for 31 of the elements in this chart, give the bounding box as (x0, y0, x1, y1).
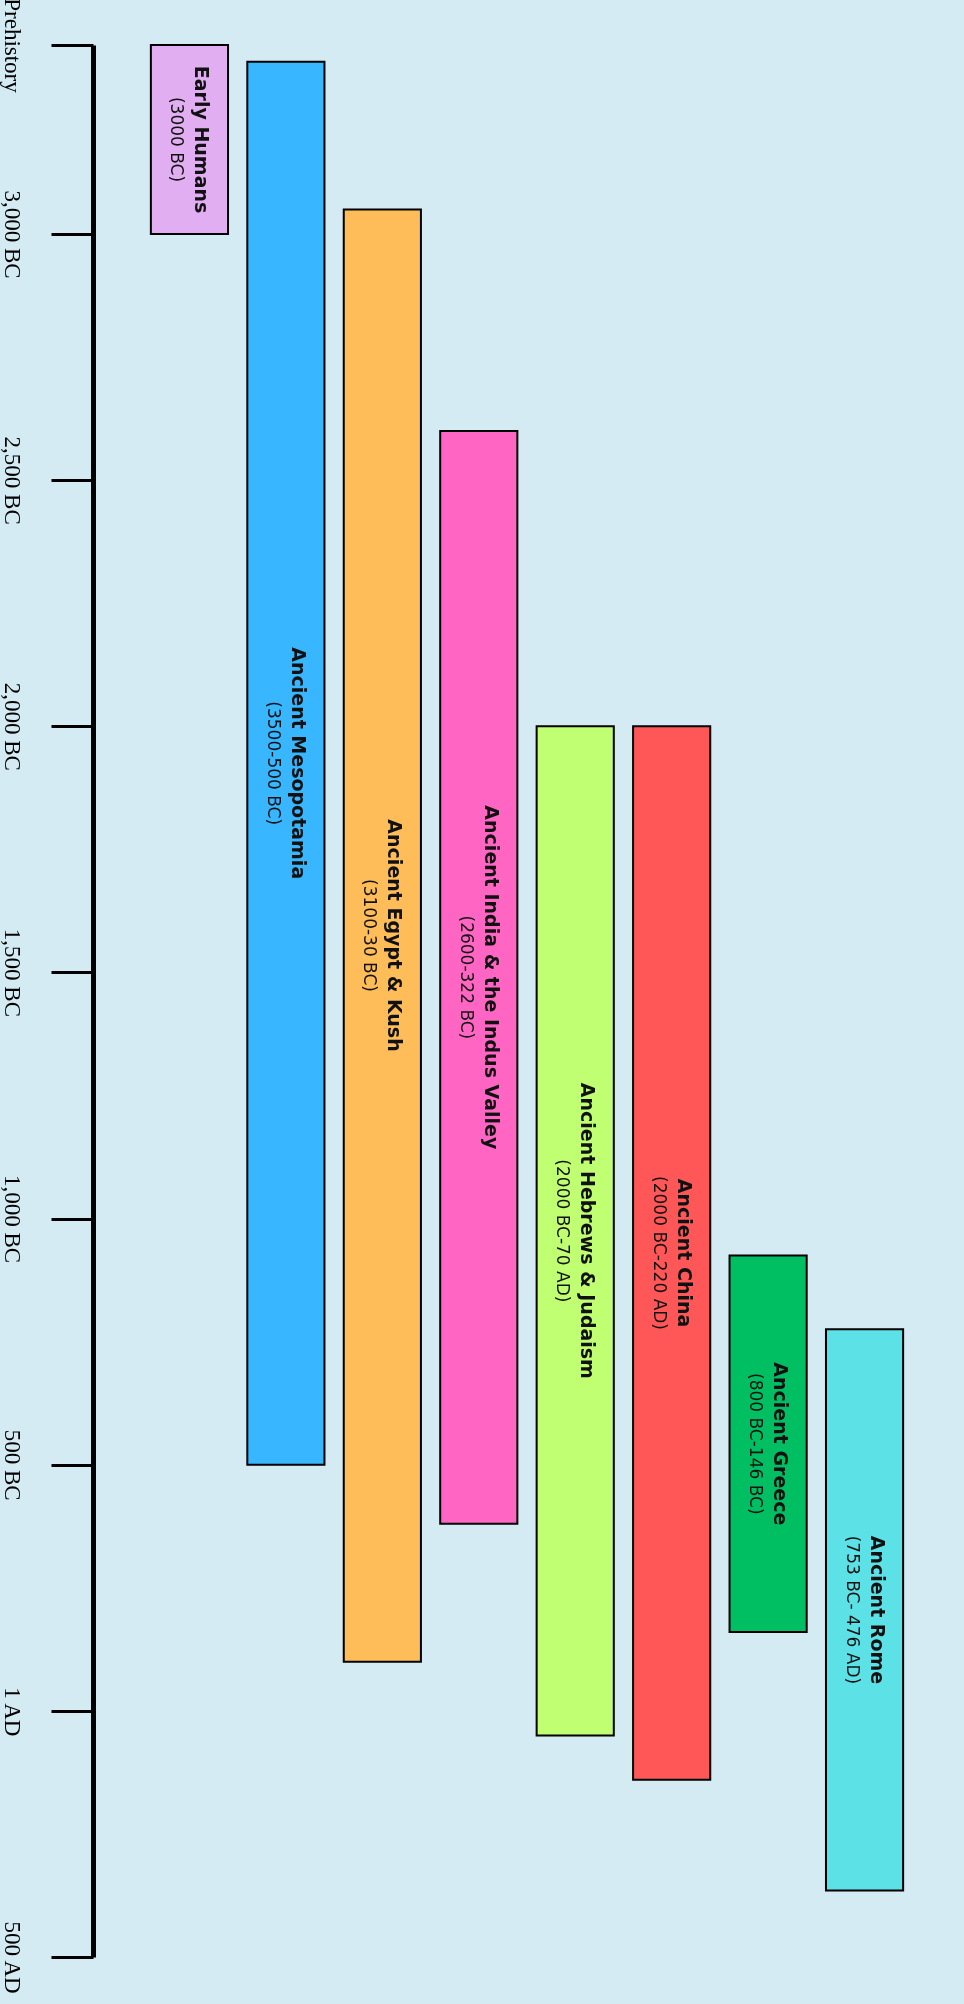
y-tick-label: 1,500 BC (0, 928, 25, 1018)
x-tick-label: Early Humans (191, 65, 214, 214)
x-tick-label: Ancient Rome (866, 1535, 889, 1685)
data-label: (3000 BC) (167, 96, 188, 183)
x-tick-label: Ancient China (673, 1178, 696, 1328)
data-label: (3500-500 BC) (263, 701, 284, 826)
data-label: (3100-30 BC) (360, 879, 381, 992)
y-tick-label: 2,000 BC (0, 682, 25, 771)
x-tick-label: Ancient Mesopotamia (287, 647, 310, 880)
bar (632, 725, 712, 1781)
data-label: (753 BC- 476 AD) (842, 1535, 863, 1685)
bar (728, 1254, 808, 1634)
data-label: (800 BC-146 BC) (746, 1373, 767, 1515)
bar (535, 725, 615, 1737)
bar (824, 1328, 905, 1892)
x-tick-label: Ancient Greece (770, 1362, 793, 1526)
data-label: (2600-322 BC) (456, 915, 477, 1040)
bar (342, 208, 422, 1663)
x-tick-label: Ancient Egypt & Kush (384, 819, 407, 1052)
data-label: (2000 BC-220 AD) (649, 1176, 670, 1330)
bar (246, 60, 326, 1466)
x-tick-label: Ancient India & the Indus Valley (480, 805, 503, 1150)
y-tick-label: 3,000 BC (0, 190, 25, 279)
y-tick-label: 1,000 BC (0, 1174, 25, 1264)
y-tick-label: 2,500 BC (0, 436, 25, 525)
y-tick-label: 500 BC (0, 1429, 25, 1501)
x-tick-label: Ancient Hebrews & Judaism (577, 1082, 600, 1379)
data-label: (2000 BC-70 AD) (553, 1159, 574, 1303)
bar (439, 429, 519, 1525)
y-tick-label: 500 AD (0, 1921, 25, 1994)
y-tick-label: 1 AD (0, 1687, 25, 1737)
